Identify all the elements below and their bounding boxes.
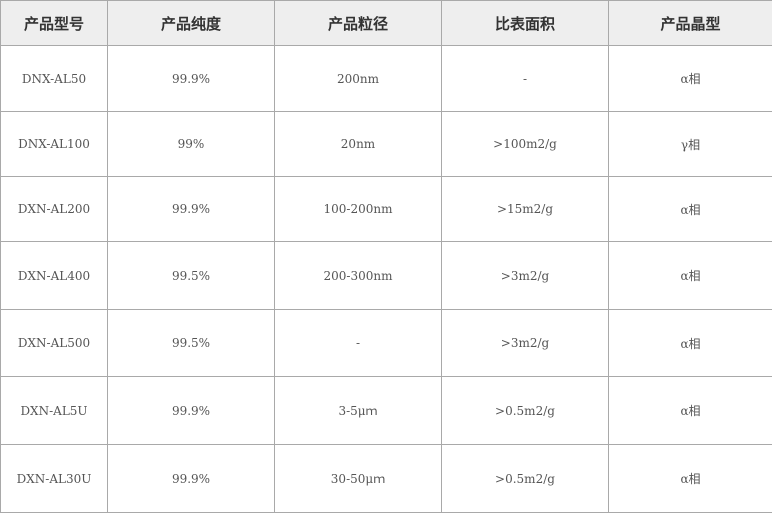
cell-surface-area: - xyxy=(441,45,609,112)
header-particle-size: 产品粒径 xyxy=(274,0,442,46)
cell-surface-area: >0.5m2/g xyxy=(441,376,609,445)
table-row: DXN-AL400 99.5% 200-300nm >3m2/g α相 xyxy=(0,241,772,310)
table-row: DXN-AL5U 99.9% 3-5μｍ >0.5m2/g α相 xyxy=(0,376,772,445)
cell-model: DXN-AL500 xyxy=(0,309,108,377)
header-model: 产品型号 xyxy=(0,0,108,46)
cell-crystal-form: α相 xyxy=(608,45,772,112)
table-row: DNX-AL100 99% 20nm >100m2/g γ相 xyxy=(0,111,772,177)
cell-purity: 99.9% xyxy=(107,176,275,242)
cell-surface-area: >3m2/g xyxy=(441,309,609,377)
cell-surface-area: >15m2/g xyxy=(441,176,609,242)
header-surface-area: 比表面积 xyxy=(441,0,609,46)
cell-particle-size: 100-200nm xyxy=(274,176,442,242)
cell-model: DNX-AL100 xyxy=(0,111,108,177)
cell-surface-area: >3m2/g xyxy=(441,241,609,310)
cell-crystal-form: α相 xyxy=(608,444,772,513)
header-crystal-form: 产品晶型 xyxy=(608,0,772,46)
cell-surface-area: >0.5m2/g xyxy=(441,444,609,513)
table-row: DXN-AL30U 99.9% 30-50μｍ >0.5m2/g α相 xyxy=(0,444,772,513)
cell-particle-size: 200nm xyxy=(274,45,442,112)
cell-crystal-form: α相 xyxy=(608,176,772,242)
header-row: 产品型号 产品纯度 产品粒径 比表面积 产品晶型 xyxy=(0,0,772,46)
cell-purity: 99.9% xyxy=(107,376,275,445)
cell-particle-size: 3-5μｍ xyxy=(274,376,442,445)
cell-particle-size: 200-300nm xyxy=(274,241,442,310)
table-row: DNX-AL50 99.9% 200nm - α相 xyxy=(0,45,772,112)
table-row: DXN-AL200 99.9% 100-200nm >15m2/g α相 xyxy=(0,176,772,242)
cell-crystal-form: α相 xyxy=(608,309,772,377)
cell-purity: 99.9% xyxy=(107,45,275,112)
cell-particle-size: - xyxy=(274,309,442,377)
cell-model: DXN-AL200 xyxy=(0,176,108,242)
cell-purity: 99.5% xyxy=(107,241,275,310)
table-row: DXN-AL500 99.5% - >3m2/g α相 xyxy=(0,309,772,377)
cell-model: DXN-AL30U xyxy=(0,444,108,513)
cell-surface-area: >100m2/g xyxy=(441,111,609,177)
cell-purity: 99.5% xyxy=(107,309,275,377)
cell-purity: 99.9% xyxy=(107,444,275,513)
cell-model: DNX-AL50 xyxy=(0,45,108,112)
cell-model: DXN-AL5U xyxy=(0,376,108,445)
cell-particle-size: 20nm xyxy=(274,111,442,177)
cell-crystal-form: α相 xyxy=(608,241,772,310)
cell-model: DXN-AL400 xyxy=(0,241,108,310)
cell-crystal-form: α相 xyxy=(608,376,772,445)
cell-particle-size: 30-50μｍ xyxy=(274,444,442,513)
cell-crystal-form: γ相 xyxy=(608,111,772,177)
cell-purity: 99% xyxy=(107,111,275,177)
header-purity: 产品纯度 xyxy=(107,0,275,46)
